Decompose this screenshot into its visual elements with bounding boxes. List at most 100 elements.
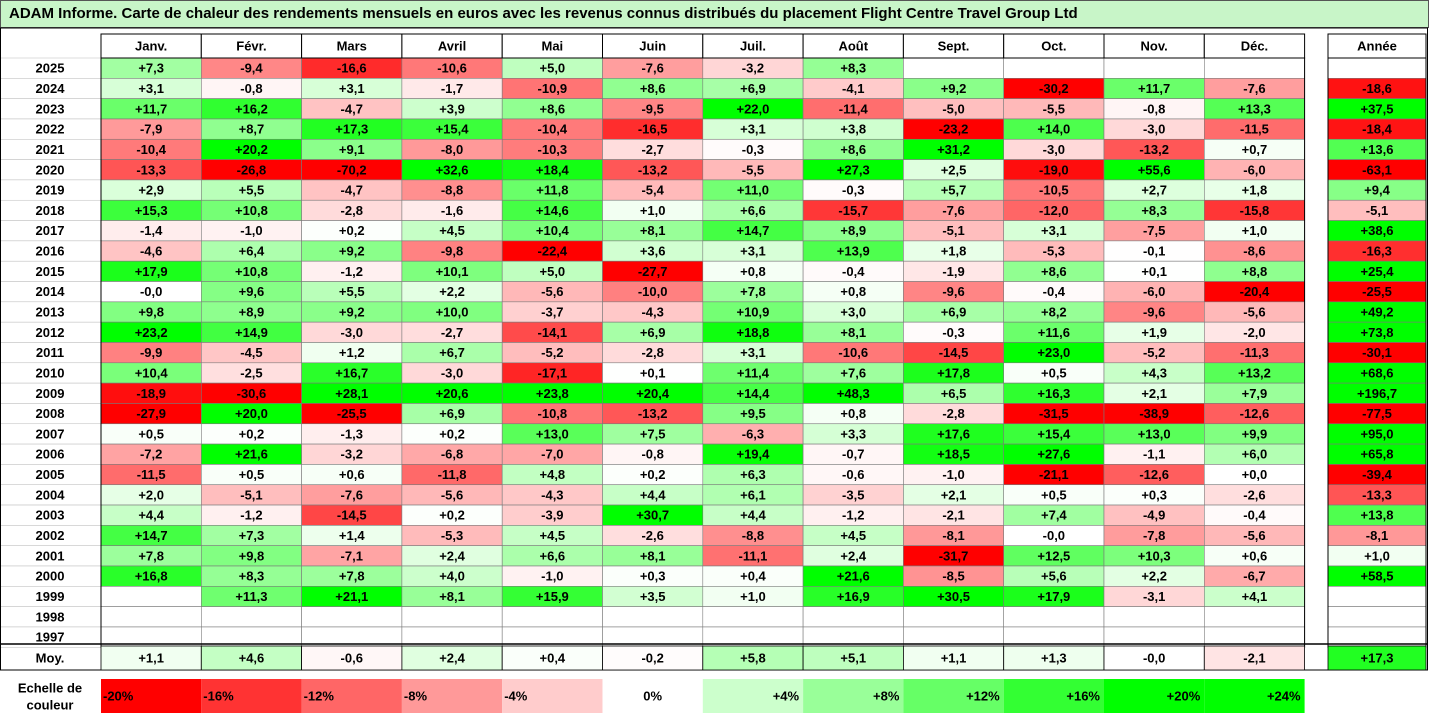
scale-swatch-label: -4% — [504, 689, 528, 704]
heat-cell-value: +30,7 — [636, 508, 669, 523]
heat-cell-value: +14,6 — [536, 203, 569, 218]
heat-cell-value: -3,0 — [1143, 122, 1165, 137]
heat-cell-value: +10,4 — [536, 223, 570, 238]
annual-cell-value: -8,1 — [1366, 528, 1388, 543]
heat-cell-value: -31,5 — [1039, 406, 1069, 421]
annual-cell-value: +9,4 — [1364, 183, 1390, 198]
heat-cell-value: -9,9 — [140, 345, 162, 360]
year-label: 2011 — [36, 345, 64, 360]
annual-cell-value: +1,0 — [1364, 548, 1390, 563]
annual-cell-value: +196,7 — [1357, 386, 1397, 401]
scale-label: Echelle de — [18, 681, 82, 696]
heat-cell-value: +10,9 — [736, 305, 769, 320]
scale-swatch — [1204, 679, 1305, 713]
annual-cell — [1327, 606, 1427, 628]
month-header-label: Sept. — [938, 39, 970, 54]
heat-cell-value: +3,1 — [1041, 223, 1067, 238]
heat-cell-value: +4,3 — [1141, 365, 1167, 380]
heat-cell-value: -5,3 — [441, 528, 463, 543]
heat-cell-value: +0,6 — [1242, 548, 1268, 563]
heat-cell — [100, 606, 202, 628]
heat-cell-value: +8,3 — [239, 569, 265, 584]
heat-cell-value: -1,0 — [541, 569, 563, 584]
heat-cell-value: +7,8 — [138, 548, 164, 563]
heat-cell-value: -5,5 — [742, 162, 764, 177]
heat-cell-value: +1,0 — [740, 589, 766, 604]
scale-swatch — [803, 679, 904, 713]
heat-cell-value: -7,8 — [1143, 528, 1165, 543]
heat-cell-value: +0,2 — [339, 223, 365, 238]
avg-cell — [501, 645, 603, 671]
heat-cell-value: +20,2 — [235, 142, 268, 157]
heat-cell-value: -16,5 — [638, 122, 668, 137]
heat-cell-value: -3,2 — [341, 447, 363, 462]
heat-cell-value: +0,1 — [1141, 264, 1167, 279]
heat-cell-value: -27,7 — [638, 264, 668, 279]
heat-cell-value: +10,0 — [436, 305, 469, 320]
heat-cell — [401, 606, 503, 628]
heat-cell-value: +0,5 — [239, 467, 265, 482]
heat-cell-value: +2,2 — [1141, 569, 1167, 584]
heat-cell-value: +21,6 — [837, 569, 870, 584]
heat-cell-value: +19,4 — [736, 447, 770, 462]
heat-cell-value: +16,7 — [335, 365, 368, 380]
heat-cell-value: -14,5 — [939, 345, 969, 360]
scale-swatch — [1104, 679, 1205, 713]
heat-cell-value: -11,3 — [1240, 345, 1269, 360]
scale-swatch — [101, 679, 202, 713]
year-label: 2003 — [36, 508, 65, 523]
heat-cell-value: -8,5 — [942, 569, 964, 584]
heat-cell-value: -2,6 — [641, 528, 663, 543]
heat-cell-value: +6,9 — [439, 406, 465, 421]
heat-cell-value: +0,8 — [740, 264, 766, 279]
heat-cell-value: +16,8 — [135, 569, 168, 584]
heat-cell-value: +31,2 — [937, 142, 970, 157]
heat-cell-value: -0,7 — [842, 447, 864, 462]
heat-cell-value: -10,5 — [1039, 183, 1069, 198]
heat-cell-value: +1,0 — [640, 203, 666, 218]
scale-swatch — [702, 679, 804, 713]
heat-cell-value: -5,4 — [641, 183, 664, 198]
avg-cell-value: +1,3 — [1041, 651, 1067, 666]
heat-cell-value: +23,0 — [1037, 345, 1070, 360]
heat-cell-value: +2,4 — [840, 548, 866, 563]
year-label: 2000 — [36, 569, 65, 584]
annual-cell-value: -5,1 — [1366, 203, 1388, 218]
heat-cell-value: +16,2 — [235, 101, 268, 116]
heat-cell — [301, 606, 403, 628]
heat-cell-value: -8,8 — [742, 528, 764, 543]
heat-cell-value: +4,4 — [138, 508, 164, 523]
heat-cell-value: -12,0 — [1039, 203, 1069, 218]
heat-cell-value: -6,0 — [1143, 284, 1165, 299]
year-label: 1999 — [36, 589, 65, 604]
heat-cell-value: -0,4 — [1243, 508, 1266, 523]
month-header-label: Août — [838, 39, 868, 54]
heat-cell-value: +2,1 — [1141, 386, 1167, 401]
heat-cell-value: -6,8 — [441, 447, 463, 462]
heat-cell-value: +6,9 — [740, 81, 766, 96]
heat-cell — [602, 606, 704, 628]
heat-cell-value: +15,3 — [135, 203, 168, 218]
heat-cell-value: +14,0 — [1037, 122, 1070, 137]
year-header-cell — [1327, 33, 1427, 59]
heat-cell-value: -10,6 — [838, 345, 868, 360]
heat-cell-value: -7,6 — [341, 487, 363, 502]
heat-cell-value: +2,4 — [439, 548, 465, 563]
year-label: 2020 — [36, 162, 65, 177]
heat-cell-value: -13,2 — [638, 162, 668, 177]
heat-cell-value: +8,8 — [1242, 264, 1268, 279]
scale-swatch — [502, 679, 603, 713]
heat-cell-value: +3,5 — [640, 589, 666, 604]
heat-cell-value: +21,6 — [235, 447, 268, 462]
scale-swatch — [401, 679, 503, 713]
avg-cell — [1203, 645, 1306, 671]
heat-cell-value: +11,0 — [737, 183, 769, 198]
heat-cell-value: -7,5 — [1143, 223, 1165, 238]
month-header-label: Mars — [337, 39, 367, 54]
heat-cell-value: -3,7 — [541, 305, 563, 320]
year-label: 2006 — [36, 447, 65, 462]
heat-cell-value: -0,0 — [140, 284, 162, 299]
avg-cell-value: -2,1 — [1243, 651, 1265, 666]
heat-cell-value: +3,1 — [740, 122, 766, 137]
heat-cell-value: -4,3 — [641, 305, 663, 320]
